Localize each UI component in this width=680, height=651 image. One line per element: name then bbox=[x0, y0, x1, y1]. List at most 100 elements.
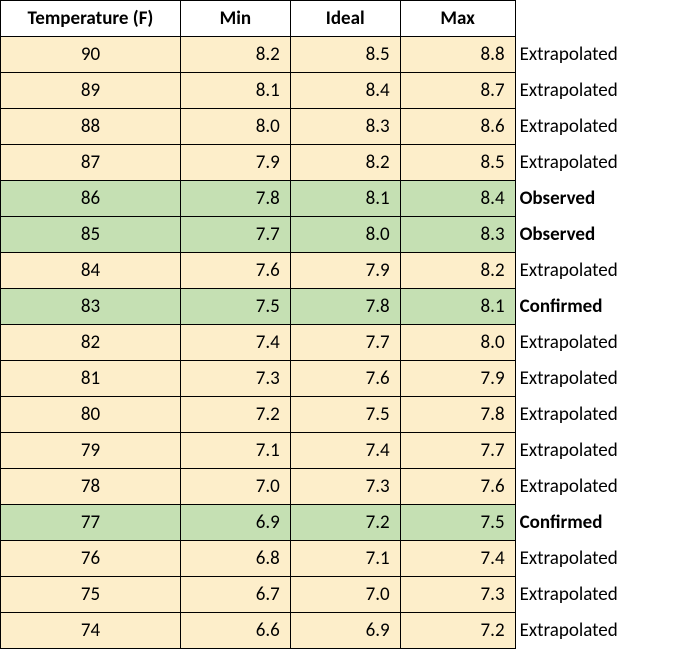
cell-max: 7.5 bbox=[400, 505, 515, 541]
cell-temperature: 78 bbox=[1, 469, 181, 505]
cell-status: Extrapolated bbox=[515, 73, 680, 109]
cell-status: Observed bbox=[515, 217, 680, 253]
cell-status: Extrapolated bbox=[515, 397, 680, 433]
cell-ideal: 7.1 bbox=[290, 541, 400, 577]
cell-temperature: 82 bbox=[1, 325, 181, 361]
table-row: 888.08.38.6Extrapolated bbox=[1, 109, 680, 145]
cell-ideal: 8.0 bbox=[290, 217, 400, 253]
cell-status: Extrapolated bbox=[515, 613, 680, 649]
cell-status: Extrapolated bbox=[515, 577, 680, 613]
cell-min: 7.1 bbox=[180, 433, 290, 469]
cell-temperature: 81 bbox=[1, 361, 181, 397]
cell-min: 7.4 bbox=[180, 325, 290, 361]
cell-status: Extrapolated bbox=[515, 109, 680, 145]
temperature-table: Temperature (F) Min Ideal Max 908.28.58.… bbox=[0, 0, 680, 649]
cell-ideal: 7.7 bbox=[290, 325, 400, 361]
cell-max: 8.5 bbox=[400, 145, 515, 181]
header-temperature: Temperature (F) bbox=[1, 1, 181, 37]
header-ideal: Ideal bbox=[290, 1, 400, 37]
cell-ideal: 8.2 bbox=[290, 145, 400, 181]
cell-max: 7.4 bbox=[400, 541, 515, 577]
cell-temperature: 77 bbox=[1, 505, 181, 541]
cell-max: 7.9 bbox=[400, 361, 515, 397]
cell-min: 6.7 bbox=[180, 577, 290, 613]
cell-ideal: 7.6 bbox=[290, 361, 400, 397]
cell-ideal: 8.5 bbox=[290, 37, 400, 73]
cell-temperature: 76 bbox=[1, 541, 181, 577]
table-row: 787.07.37.6Extrapolated bbox=[1, 469, 680, 505]
table-row: 766.87.17.4Extrapolated bbox=[1, 541, 680, 577]
cell-max: 7.7 bbox=[400, 433, 515, 469]
table-row: 847.67.98.2Extrapolated bbox=[1, 253, 680, 289]
cell-status: Extrapolated bbox=[515, 253, 680, 289]
cell-min: 7.6 bbox=[180, 253, 290, 289]
cell-min: 6.6 bbox=[180, 613, 290, 649]
cell-temperature: 89 bbox=[1, 73, 181, 109]
cell-temperature: 87 bbox=[1, 145, 181, 181]
cell-ideal: 7.8 bbox=[290, 289, 400, 325]
table-row: 817.37.67.9Extrapolated bbox=[1, 361, 680, 397]
cell-temperature: 74 bbox=[1, 613, 181, 649]
header-max: Max bbox=[400, 1, 515, 37]
cell-status: Extrapolated bbox=[515, 361, 680, 397]
cell-min: 8.1 bbox=[180, 73, 290, 109]
cell-ideal: 8.1 bbox=[290, 181, 400, 217]
cell-min: 7.0 bbox=[180, 469, 290, 505]
table-row: 898.18.48.7Extrapolated bbox=[1, 73, 680, 109]
cell-min: 7.5 bbox=[180, 289, 290, 325]
cell-ideal: 6.9 bbox=[290, 613, 400, 649]
cell-max: 8.1 bbox=[400, 289, 515, 325]
cell-min: 8.2 bbox=[180, 37, 290, 73]
cell-status: Extrapolated bbox=[515, 469, 680, 505]
cell-max: 8.0 bbox=[400, 325, 515, 361]
table-row: 746.66.97.2Extrapolated bbox=[1, 613, 680, 649]
cell-max: 7.6 bbox=[400, 469, 515, 505]
cell-min: 8.0 bbox=[180, 109, 290, 145]
cell-min: 7.9 bbox=[180, 145, 290, 181]
header-min: Min bbox=[180, 1, 290, 37]
cell-ideal: 7.0 bbox=[290, 577, 400, 613]
cell-ideal: 7.4 bbox=[290, 433, 400, 469]
cell-temperature: 86 bbox=[1, 181, 181, 217]
cell-temperature: 88 bbox=[1, 109, 181, 145]
table-row: 797.17.47.7Extrapolated bbox=[1, 433, 680, 469]
cell-ideal: 8.4 bbox=[290, 73, 400, 109]
table-row: 756.77.07.3Extrapolated bbox=[1, 577, 680, 613]
cell-max: 7.3 bbox=[400, 577, 515, 613]
cell-status: Extrapolated bbox=[515, 433, 680, 469]
table-body: 908.28.58.8Extrapolated898.18.48.7Extrap… bbox=[1, 37, 680, 649]
cell-temperature: 84 bbox=[1, 253, 181, 289]
cell-min: 6.8 bbox=[180, 541, 290, 577]
cell-temperature: 79 bbox=[1, 433, 181, 469]
table-row: 827.47.78.0Extrapolated bbox=[1, 325, 680, 361]
cell-ideal: 8.3 bbox=[290, 109, 400, 145]
cell-temperature: 75 bbox=[1, 577, 181, 613]
cell-ideal: 7.3 bbox=[290, 469, 400, 505]
header-row: Temperature (F) Min Ideal Max bbox=[1, 1, 680, 37]
cell-max: 7.2 bbox=[400, 613, 515, 649]
cell-min: 6.9 bbox=[180, 505, 290, 541]
cell-max: 8.4 bbox=[400, 181, 515, 217]
cell-status: Confirmed bbox=[515, 289, 680, 325]
cell-max: 8.6 bbox=[400, 109, 515, 145]
cell-min: 7.8 bbox=[180, 181, 290, 217]
cell-min: 7.2 bbox=[180, 397, 290, 433]
cell-max: 8.2 bbox=[400, 253, 515, 289]
cell-min: 7.3 bbox=[180, 361, 290, 397]
cell-status: Extrapolated bbox=[515, 541, 680, 577]
cell-max: 7.8 bbox=[400, 397, 515, 433]
table-row: 908.28.58.8Extrapolated bbox=[1, 37, 680, 73]
cell-ideal: 7.5 bbox=[290, 397, 400, 433]
cell-max: 8.3 bbox=[400, 217, 515, 253]
cell-status: Extrapolated bbox=[515, 145, 680, 181]
cell-ideal: 7.9 bbox=[290, 253, 400, 289]
table-row: 837.57.88.1Confirmed bbox=[1, 289, 680, 325]
cell-ideal: 7.2 bbox=[290, 505, 400, 541]
cell-status: Confirmed bbox=[515, 505, 680, 541]
cell-max: 8.7 bbox=[400, 73, 515, 109]
cell-min: 7.7 bbox=[180, 217, 290, 253]
cell-status: Observed bbox=[515, 181, 680, 217]
cell-temperature: 83 bbox=[1, 289, 181, 325]
cell-temperature: 80 bbox=[1, 397, 181, 433]
header-empty bbox=[515, 1, 680, 37]
